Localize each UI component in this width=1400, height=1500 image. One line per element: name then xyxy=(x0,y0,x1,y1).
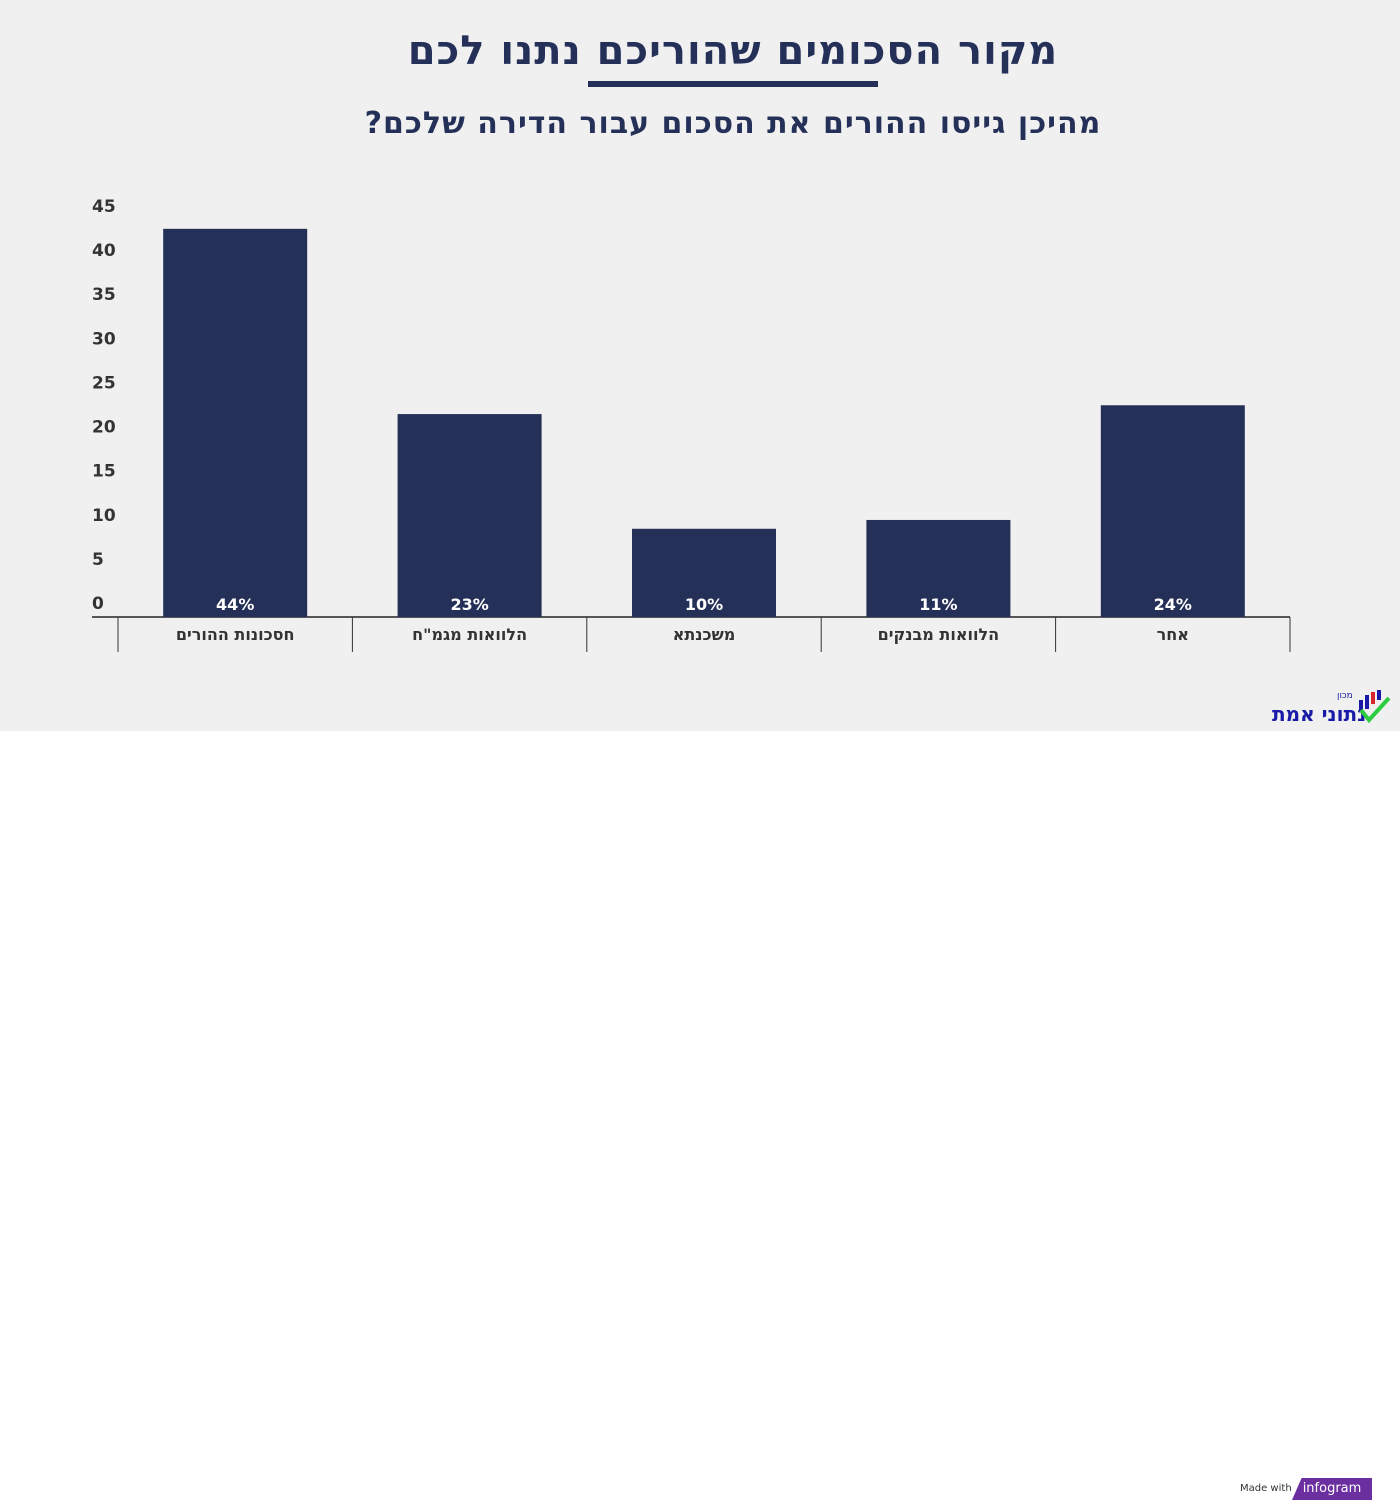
chart-canvas: מקור הסכומים שהוריכם נתנו לכם מהיכן גייס… xyxy=(0,0,1400,731)
bar xyxy=(1100,405,1245,617)
logo-text: נתוני אמת xyxy=(1272,702,1367,726)
y-tick-label: 40 xyxy=(92,241,116,261)
x-tick-label: אחר xyxy=(1157,625,1189,644)
bar-value-label: 11% xyxy=(919,595,957,614)
title-underline xyxy=(588,81,878,87)
bar xyxy=(397,414,542,617)
bar-chart: 0 5 10 15 20 25 30 35 40 45 44% חסכונות ההורים 23% הל… xyxy=(92,197,1291,652)
x-tick-label: הלוואות מבנקים xyxy=(878,625,1000,644)
y-tick-label: 25 xyxy=(92,373,116,393)
y-tick-label: 35 xyxy=(92,285,116,305)
chart-title: מקור הסכומים שהוריכם נתנו לכם xyxy=(407,28,1059,74)
bar xyxy=(866,519,1011,617)
y-tick-label: 0 xyxy=(92,594,104,614)
bar-value-label: 10% xyxy=(685,595,723,614)
footer: Made with infogram xyxy=(0,731,1400,1500)
y-tick-label: 45 xyxy=(92,197,116,217)
made-with-label: Made with xyxy=(1240,1483,1292,1494)
y-tick-label: 20 xyxy=(92,418,116,438)
y-tick-label: 10 xyxy=(92,506,116,526)
bar-value-label: 23% xyxy=(450,595,488,614)
chart-subtitle: מהיכן גייסו ההורים את הסכום עבור הדירה ש… xyxy=(364,106,1102,141)
bar xyxy=(163,228,308,618)
x-tick-label: משכנתא xyxy=(673,625,736,644)
x-tick-label: הלוואות מגמ"ח xyxy=(412,625,527,644)
bar-value-label: 24% xyxy=(1154,595,1192,614)
x-tick-label: חסכונות ההורים xyxy=(176,625,295,644)
y-tick-label: 30 xyxy=(92,329,116,349)
bar-value-label: 44% xyxy=(216,595,254,614)
y-tick-label: 5 xyxy=(92,550,104,570)
logo-small-text: מכון xyxy=(1337,691,1353,701)
infogram-link[interactable]: infogram xyxy=(1292,1478,1372,1500)
bar xyxy=(632,528,776,617)
y-tick-label: 15 xyxy=(92,462,116,482)
logo-check-icon xyxy=(1359,690,1391,724)
